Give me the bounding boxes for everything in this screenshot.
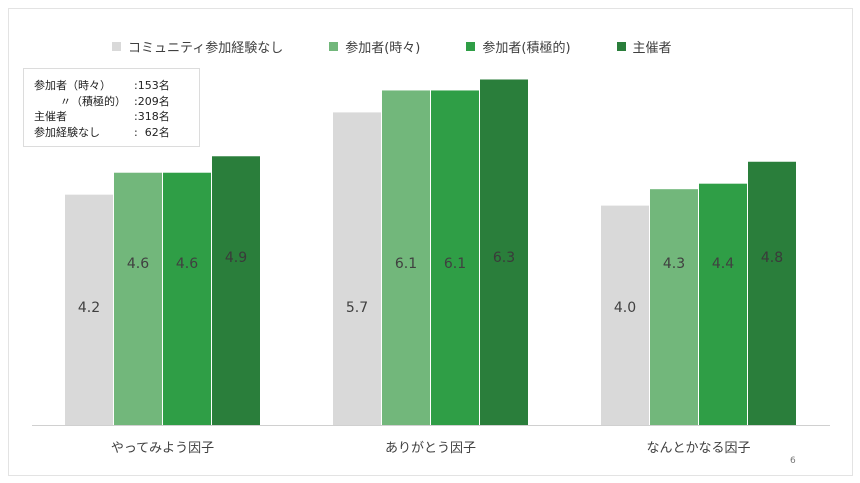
data-label: 4.8 [761, 250, 783, 266]
respondent-count-box: 参加者（時々） :153名 〃（積極的） :209名 主催者 :318名 参加経… [23, 68, 200, 147]
info-row-none: 参加経験なし : 62名 [34, 125, 199, 141]
data-label: 5.7 [346, 300, 368, 316]
legend-swatch-active [466, 41, 476, 51]
bar [114, 172, 162, 425]
bar [431, 90, 479, 425]
category-label: なんとかなる因子 [646, 441, 750, 456]
data-label: 4.6 [176, 256, 198, 272]
bar [748, 161, 796, 425]
legend-item-occasional: 参加者(時々) [329, 37, 420, 56]
info-label: 主催者 [34, 110, 67, 123]
info-value: :318名 [134, 110, 170, 123]
data-label: 4.6 [127, 256, 149, 272]
info-row-occasional: 参加者（時々） :153名 [34, 78, 199, 94]
data-label: 4.9 [225, 250, 247, 266]
data-label: 4.0 [614, 300, 636, 316]
info-row-organizer: 主催者 :318名 [34, 109, 199, 125]
legend-swatch-occasional [329, 41, 339, 51]
legend-swatch-organizer [616, 41, 626, 51]
info-label: 参加者（時々） [34, 79, 111, 92]
page-number: 6 [790, 456, 796, 466]
info-row-active: 〃（積極的） :209名 [34, 94, 199, 110]
bar [212, 156, 260, 425]
info-value: :153名 [134, 79, 170, 92]
data-label: 6.3 [493, 250, 515, 266]
bar [333, 112, 381, 426]
bar [65, 194, 113, 425]
info-label: 〃（積極的） [60, 94, 126, 108]
legend-label-occasional: 参加者(時々) [345, 40, 421, 56]
legend-item-none: コミュニティ参加経験なし [112, 37, 283, 56]
chart-legend: コミュニティ参加経験なし 参加者(時々) 参加者(積極的) 主催者 [112, 36, 672, 56]
legend-item-active: 参加者(積極的) [466, 37, 571, 56]
legend-label-none: コミュニティ参加経験なし [128, 40, 284, 56]
legend-swatch-none [112, 41, 121, 51]
category-label: ありがとう因子 [385, 441, 476, 456]
data-label: 4.2 [78, 300, 100, 316]
bar [382, 90, 430, 425]
bar [163, 172, 211, 425]
legend-label-organizer: 主催者 [632, 40, 672, 56]
data-label: 4.4 [712, 256, 734, 272]
category-label: やってみよう因子 [111, 441, 214, 456]
info-value: :209名 [134, 94, 170, 108]
legend-label-active: 参加者(積極的) [482, 40, 571, 56]
bar [480, 79, 528, 425]
legend-item-organizer: 主催者 [616, 37, 672, 56]
info-value: : 62名 [134, 125, 170, 139]
info-label: 参加経験なし [34, 125, 100, 139]
data-label: 4.3 [663, 256, 685, 272]
bar [601, 205, 649, 425]
data-label: 6.1 [444, 256, 466, 272]
bar [650, 189, 698, 425]
data-label: 6.1 [395, 256, 417, 272]
bar [699, 183, 747, 425]
